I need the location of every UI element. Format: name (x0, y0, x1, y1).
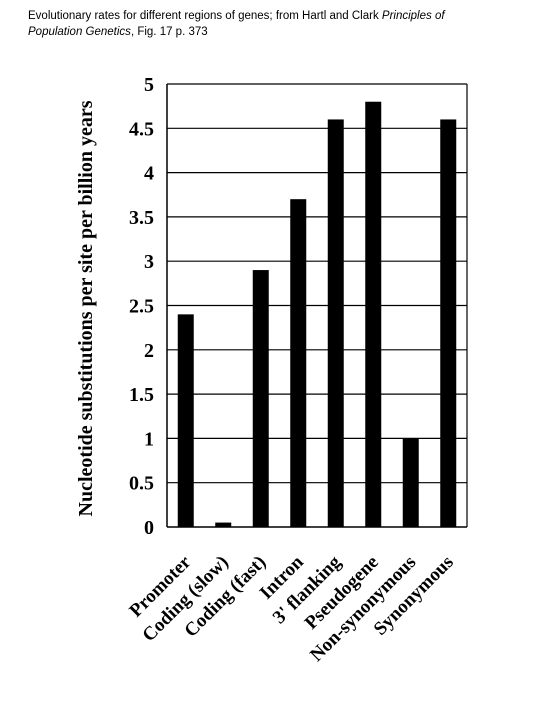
y-tick-label: 5 (144, 74, 154, 96)
bar (177, 314, 194, 527)
figure-caption: Evolutionary rates for different regions… (28, 8, 498, 40)
y-tick-label: 1 (144, 428, 154, 450)
y-tick-label: 2 (144, 340, 154, 362)
y-tick-label: 4.5 (129, 118, 154, 140)
bar (440, 119, 457, 527)
y-tick-label: 0.5 (129, 473, 154, 495)
y-tick-labels: 0 0.5 1 1.5 2 2.5 3 3.5 4 4.5 5 (129, 74, 154, 539)
bar (327, 119, 344, 527)
y-tick-label: 4 (144, 163, 154, 185)
caption-text-start: Evolutionary rates for different regions… (28, 10, 382, 22)
y-tick-label: 1.5 (129, 384, 154, 406)
bar (252, 270, 269, 527)
y-tick-label: 3.5 (129, 207, 154, 229)
caption-book-title: Principles of Population Genetics (28, 10, 445, 38)
y-tick-label: 0 (144, 517, 154, 539)
axes (166, 84, 468, 528)
y-axis-title: Nucleotide substitutions per site per bi… (75, 100, 97, 516)
bar (215, 522, 232, 527)
bar (402, 438, 419, 527)
y-tick-label: 3 (144, 251, 154, 273)
grid-lines (167, 83, 467, 484)
y-tick-label: 2.5 (129, 296, 154, 318)
caption-text-end: , Fig. 17 p. 373 (130, 26, 208, 38)
bars (177, 101, 457, 527)
bar (365, 101, 382, 527)
bar (290, 199, 307, 527)
